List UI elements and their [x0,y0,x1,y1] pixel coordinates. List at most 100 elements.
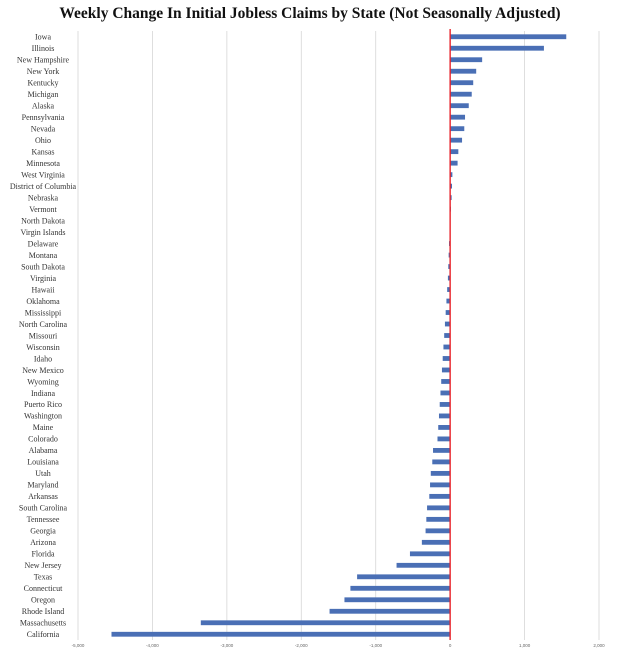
x-tick-label: 0 [449,643,452,648]
category-label: Florida [31,550,55,559]
bar [396,562,451,568]
bar [409,551,451,557]
bar [450,45,544,51]
bar [429,493,451,499]
bar [450,114,466,120]
category-label: New Mexico [22,366,64,375]
bar [444,333,451,338]
bar [450,80,474,86]
bar [450,34,567,40]
bar [427,505,451,511]
category-label: California [27,630,60,639]
category-label: Michigan [28,90,59,99]
category-label: Vermont [29,205,57,214]
category-label: Connecticut [24,584,63,593]
bar [450,91,472,97]
category-label: Oklahoma [26,297,60,306]
category-label: Louisiana [27,458,59,467]
category-label: Virginia [30,274,56,283]
bar [432,459,451,465]
bar [439,402,451,407]
category-label: Arizona [30,538,56,547]
category-label: Alabama [29,446,58,455]
bar [450,137,463,143]
category-label: South Carolina [19,504,68,513]
bar [329,608,451,614]
bar [447,287,451,292]
bar [357,574,451,580]
category-label: Colorado [28,435,58,444]
category-label: North Carolina [19,320,68,329]
category-label: Mississippi [25,308,62,317]
category-label: West Virginia [21,170,65,179]
x-tick-label: -4,000 [146,643,159,648]
bar [450,195,452,201]
category-label: Iowa [35,33,51,42]
category-label: Indiana [31,389,55,398]
bar [433,447,451,453]
category-label: Rhode Island [22,607,64,616]
category-label: South Dakota [21,262,65,271]
bar [450,183,453,189]
category-label: Arkansas [28,492,58,501]
category-label: North Dakota [21,216,65,225]
category-label: Maine [33,423,54,432]
x-tick-label: 2,000 [593,643,605,648]
bar [344,597,451,603]
chart-title: Weekly Change In Initial Jobless Claims … [59,5,561,22]
category-label: Alaska [32,101,55,110]
x-tick-label: -3,000 [220,643,233,648]
bar [447,275,451,281]
category-label: Tennessee [27,515,60,524]
category-label: Nebraska [28,193,59,202]
bar [200,620,451,626]
bar [450,103,469,109]
category-label: Kentucky [27,79,58,88]
category-label: Wisconsin [26,343,59,352]
bar [111,631,451,637]
x-tick-label: -2,000 [295,643,308,648]
category-label: District of Columbia [10,182,77,191]
category-label: Texas [34,573,53,582]
category-label: New Hampshire [17,56,70,65]
bar [450,160,458,166]
category-label: Wyoming [27,377,59,386]
category-label: Idaho [34,354,52,363]
bar [430,482,451,488]
bar [425,528,451,534]
bar [426,516,451,522]
bar [421,539,451,545]
category-label: Illinois [32,44,55,53]
category-label: Puerto Rico [24,400,62,409]
bar [448,264,451,269]
category-label: Kansas [31,147,54,156]
category-label: New York [27,67,59,76]
bar [441,379,451,384]
bar [450,68,477,74]
category-label: Montana [29,251,58,260]
category-label: Utah [35,469,51,478]
bar [430,470,451,476]
bar [450,172,453,178]
category-label: Ohio [35,136,51,145]
category-label: Minnesota [26,159,60,168]
bar [450,126,465,132]
bar [450,149,459,155]
category-label: Missouri [29,331,58,340]
bar [445,310,451,315]
category-label: Maryland [27,481,58,490]
bar [438,425,451,430]
bar [448,252,451,258]
x-tick-label: -1,000 [369,643,382,648]
bar [444,321,451,327]
category-label: Delaware [28,239,59,248]
category-label: Virgin Islands [21,228,66,237]
bar [350,585,451,591]
bar [450,57,483,63]
category-label: New Jersey [24,561,61,570]
bar [442,356,451,361]
bar [440,390,451,396]
category-label: Nevada [31,124,56,133]
